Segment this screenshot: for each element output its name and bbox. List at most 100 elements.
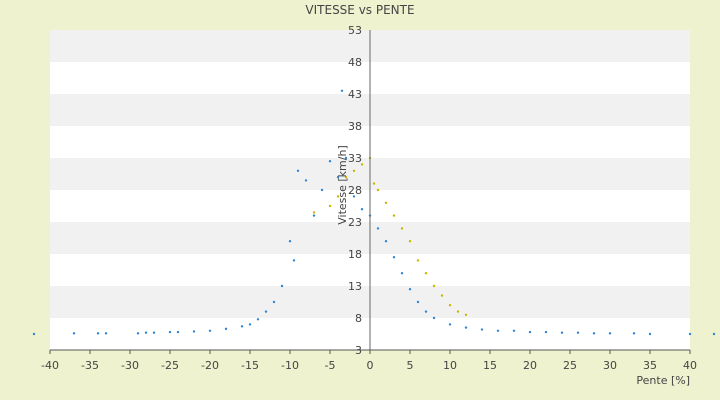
data-point-yellow <box>372 182 376 185</box>
data-point-blue <box>344 156 348 160</box>
data-point-blue <box>648 332 652 336</box>
data-point-blue <box>304 179 308 182</box>
x-axis-label: Pente [%] <box>636 374 690 387</box>
data-point-blue <box>280 284 284 288</box>
data-point-blue <box>576 331 580 334</box>
data-point-blue <box>144 331 148 334</box>
data-point-yellow <box>384 201 388 204</box>
data-point-blue <box>336 176 340 179</box>
data-point-blue <box>592 332 596 335</box>
y-tick-label: 33 <box>348 152 362 165</box>
data-point-blue <box>192 330 196 333</box>
data-point-blue <box>312 214 316 217</box>
x-tick-label: 25 <box>563 359 577 372</box>
data-point-blue <box>208 329 212 332</box>
data-point-blue <box>168 330 172 334</box>
data-point-blue <box>432 316 436 320</box>
x-tick-label: -35 <box>81 359 99 372</box>
data-point-blue <box>292 259 296 262</box>
data-point-yellow <box>416 259 420 262</box>
data-point-yellow <box>432 284 436 288</box>
x-tick-label: -15 <box>241 359 259 372</box>
y-tick-label: 3 <box>355 344 362 357</box>
y-tick-label: 28 <box>348 184 362 197</box>
data-point-blue <box>72 332 76 335</box>
x-tick-label: -25 <box>161 359 179 372</box>
data-point-yellow <box>344 176 348 179</box>
data-point-yellow <box>440 294 444 297</box>
x-tick-label: 30 <box>603 359 617 372</box>
data-point-blue <box>544 330 548 334</box>
data-point-yellow <box>352 169 356 172</box>
data-point-blue <box>560 331 564 334</box>
data-point-blue <box>528 330 532 334</box>
data-point-blue <box>608 332 612 335</box>
y-tick-label: 18 <box>348 248 362 261</box>
data-point-yellow <box>392 214 396 217</box>
data-point-blue <box>256 318 260 321</box>
data-point-blue <box>416 300 420 304</box>
data-point-blue <box>96 332 100 335</box>
data-point-blue <box>392 256 396 259</box>
data-point-yellow <box>360 163 364 166</box>
data-point-blue <box>480 328 484 331</box>
data-point-blue <box>224 327 228 331</box>
y-tick-label: 48 <box>348 56 362 69</box>
x-tick-label: -20 <box>201 359 219 372</box>
data-point-yellow <box>448 304 452 307</box>
x-tick-label: 5 <box>407 359 414 372</box>
data-point-yellow <box>376 188 380 192</box>
data-point-blue <box>272 300 276 304</box>
y-tick-label: 13 <box>348 280 362 293</box>
data-point-yellow <box>312 211 316 214</box>
data-point-blue <box>136 332 140 335</box>
data-point-blue <box>496 329 500 332</box>
data-point-blue <box>400 272 404 275</box>
data-point-blue <box>376 227 380 230</box>
data-point-blue <box>320 188 324 192</box>
ticks: -40 -35 -30 -25 -20 -15 -10 -5 0 5 10 15 20 25 30 35 40 3… <box>41 24 697 372</box>
x-tick-label: 20 <box>523 359 537 372</box>
x-tick-label: -30 <box>121 359 139 372</box>
data-point-blue <box>512 329 516 332</box>
data-point-blue <box>288 240 292 243</box>
data-points <box>32 89 716 336</box>
data-point-blue <box>32 332 36 336</box>
data-point-blue <box>104 332 108 335</box>
data-point-blue <box>448 323 452 326</box>
data-point-blue <box>464 326 468 329</box>
x-tick-label: 35 <box>643 359 657 372</box>
data-point-blue <box>176 330 180 334</box>
data-point-yellow <box>408 240 412 243</box>
data-point-blue <box>152 331 156 334</box>
data-point-blue <box>340 89 344 93</box>
data-point-yellow <box>456 310 460 313</box>
x-tick-label: 15 <box>483 359 497 372</box>
data-point-blue <box>632 332 636 335</box>
x-tick-label: 40 <box>683 359 697 372</box>
y-tick-label: 53 <box>348 24 362 37</box>
x-tick-label: -10 <box>281 359 299 372</box>
data-point-yellow <box>424 272 428 275</box>
y-axis-label: Vitesse [km/h] <box>336 145 349 225</box>
data-point-blue <box>248 323 252 326</box>
y-tick-label: 8 <box>355 312 362 325</box>
x-tick-label: -40 <box>41 359 59 372</box>
data-point-yellow <box>328 204 332 208</box>
data-point-blue <box>264 310 268 313</box>
data-point-blue <box>712 332 716 336</box>
y-tick-label: 43 <box>348 88 362 101</box>
y-tick-label: 23 <box>348 216 362 229</box>
data-point-blue <box>328 160 332 163</box>
data-point-blue <box>384 240 388 243</box>
x-tick-label: 10 <box>443 359 457 372</box>
data-point-yellow <box>400 227 404 230</box>
data-point-blue <box>352 195 356 198</box>
data-point-blue <box>240 325 244 328</box>
data-point-blue <box>688 332 692 336</box>
y-tick-label: 38 <box>348 120 362 133</box>
data-point-blue <box>408 288 412 291</box>
x-tick-label: -5 <box>325 359 336 372</box>
